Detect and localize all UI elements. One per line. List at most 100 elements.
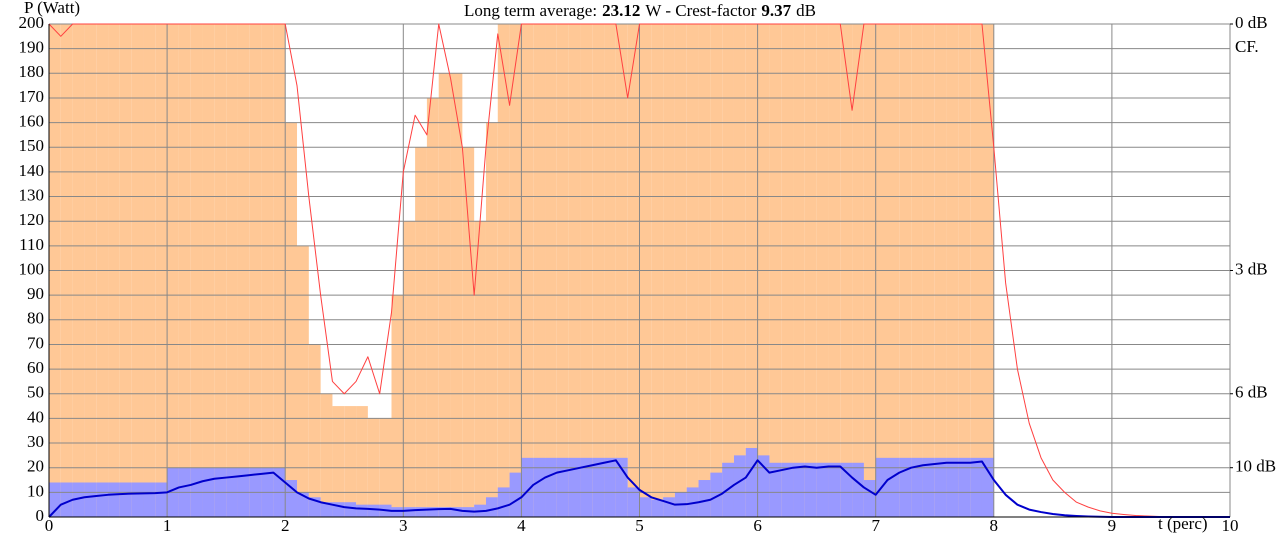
area-segment [545,457,557,517]
area-segment [426,97,439,517]
y-tick-label: 50 [27,383,44,402]
area-segment [934,457,947,517]
area-segment [320,502,333,517]
y-tick-label: 60 [27,358,44,377]
x-tick-label: 9 [1108,516,1117,535]
area-segment [108,482,120,517]
area-segment [911,457,923,517]
y-tick-label: 130 [19,185,45,204]
area-segment [415,507,427,517]
area-segment [852,462,864,517]
area-segment [946,457,959,517]
series-line [48,23,1230,518]
y-tick-label: 70 [27,333,44,352]
area-segment [155,482,168,517]
lines [48,23,1230,518]
area-segment [615,457,628,517]
area-segment [72,482,85,517]
title-part: W - Crest-factor [645,1,756,20]
y-tick-label: 170 [19,87,45,106]
y-tick-label: 80 [27,309,44,328]
area-segment [639,497,652,517]
y-tick-label: 140 [19,161,45,180]
x-tick-label: 8 [990,516,999,535]
area-segment [450,507,463,517]
area-segment [828,462,841,517]
area-segment [49,482,61,517]
area-segment [344,502,357,517]
area-segment [651,499,664,517]
series-line [48,459,1230,518]
y-tick-label: 160 [19,112,45,131]
x-tick-label: 1 [163,516,172,535]
y-tick-label: 100 [19,259,45,278]
area-segment [143,482,156,517]
area-segment [604,457,616,517]
area-segment [84,482,97,517]
y-tick-label: 150 [19,136,45,155]
area-segment [320,393,333,517]
y2-tick-label: 0 dB [1235,13,1268,32]
area-segment [131,482,144,517]
y2-tick-label: 6 dB [1235,383,1268,402]
x-tick-label: 2 [281,516,290,535]
x-tick-label: 4 [517,516,526,535]
chart-title: Long term average: 23.12 W - Crest-factor 9… [464,1,816,20]
area-segment [297,492,309,517]
x-tick-label: 10 [1222,516,1239,535]
area-segment [840,462,853,517]
grid [48,23,1231,518]
area-segment [426,507,439,517]
area-segment [521,457,534,517]
y-tick-label: 200 [19,13,45,32]
area-segment [568,457,581,517]
area-segment [285,480,298,517]
area-segment [391,295,404,517]
area-segment [356,504,368,517]
area-segment [733,455,746,517]
title-part: dB [796,1,816,20]
y2-tick-label: 10 dB [1235,457,1276,476]
title-value: 9.37 [761,1,791,20]
area-segment [580,457,593,517]
x-tick-label: 3 [399,516,408,535]
area-segment [793,462,805,517]
area-segment [922,457,935,517]
area-segment [816,462,829,517]
y-tick-label: 110 [19,235,44,254]
area-segment [592,457,605,517]
area-segment [970,457,982,517]
area-segment [367,504,380,517]
area-segment [391,507,404,517]
area-segment [745,447,758,517]
area-segment [308,344,321,517]
area-segment [781,462,794,517]
area-segment [958,457,971,517]
x-tick-label: 0 [45,516,54,535]
area-segment [308,497,321,517]
y-tick-label: 10 [27,481,44,500]
area-segment [497,487,510,517]
area-segment [344,406,357,517]
x-tick-label: 6 [753,516,762,535]
area-segment [403,507,416,517]
area-segment [356,406,368,517]
area-segment [981,457,994,517]
x-tick-label: 5 [635,516,644,535]
area-segment [899,457,912,517]
area-segment [485,497,498,517]
area-segment [332,502,345,517]
area-segment [710,472,723,517]
x-axis-label: t (perc) [1158,514,1208,533]
y-tick-label: 90 [27,284,44,303]
area-segment [297,245,309,517]
x-tick-label: 7 [871,516,880,535]
area-segment [757,455,770,517]
y2-tick-label: 3 dB [1235,259,1268,278]
y-tick-label: 20 [27,457,44,476]
area-segment [509,472,522,517]
y-tick-label: 120 [19,210,45,229]
area-segment [533,457,546,517]
